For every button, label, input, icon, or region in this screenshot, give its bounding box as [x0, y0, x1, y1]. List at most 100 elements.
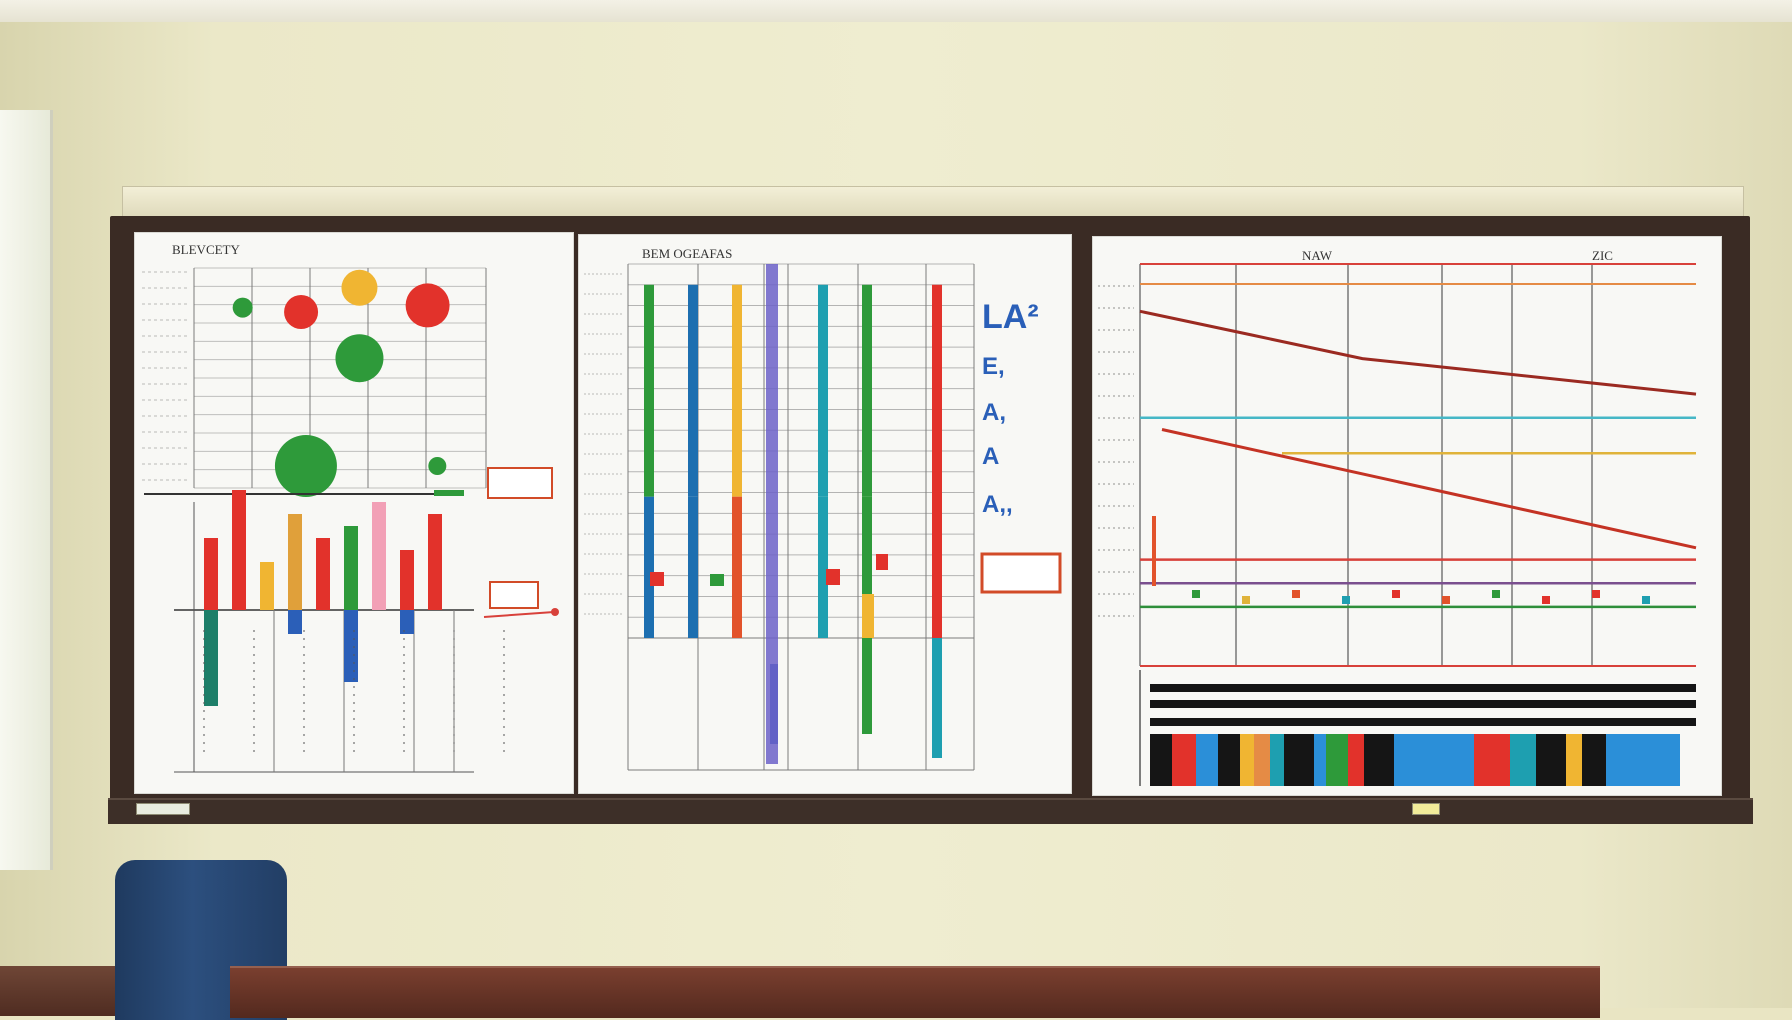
right-color-block-3	[1218, 734, 1240, 786]
left-bar-up-5	[344, 526, 358, 610]
right-chart-panel: NAW ZIC	[1092, 236, 1722, 796]
right-color-block-4	[1240, 734, 1254, 786]
left-bar-up-0	[204, 538, 218, 610]
mid-small-red-2	[826, 569, 840, 585]
right-color-block-9	[1326, 734, 1348, 786]
scatter-point-5	[274, 435, 337, 497]
middle-bars	[644, 284, 942, 758]
right-chart-svg: NAW ZIC	[1098, 248, 1697, 786]
side-desk	[0, 966, 118, 1016]
right-color-block-6	[1270, 734, 1284, 786]
mid-small-green	[710, 574, 724, 586]
right-color-strip	[1150, 734, 1680, 786]
right-marker-square-2	[1292, 590, 1300, 598]
middle-sticky-note	[980, 552, 1062, 594]
left-scatter-points	[232, 269, 450, 497]
scatter-point-0	[232, 297, 253, 318]
mid-bar-cyan-low	[932, 638, 942, 758]
right-marker-square-5	[1442, 596, 1450, 604]
left-sticky-note-2	[489, 581, 539, 609]
mid-bar-5-top	[932, 284, 942, 497]
left-bar-down-7	[400, 610, 414, 634]
right-marker-square-9	[1642, 596, 1650, 604]
left-bar-chart	[144, 490, 559, 773]
left-bar-down-5	[344, 610, 358, 682]
left-sticky-note	[487, 467, 553, 499]
right-color-block-7	[1284, 734, 1314, 786]
scatter-point-2	[341, 269, 378, 306]
left-chart-title: BLEVCETY	[172, 242, 240, 257]
left-bar-down-0	[204, 610, 218, 706]
scatter-point-3	[405, 283, 450, 328]
right-marker-square-3	[1342, 596, 1350, 604]
right-color-block-18	[1606, 734, 1680, 786]
middle-chart-title: BEM OGEAFAS	[642, 246, 732, 261]
right-black-stripe-2	[1150, 718, 1696, 726]
window	[0, 110, 53, 870]
board-bottom-rail	[108, 798, 1753, 824]
left-bar-up-1	[232, 490, 246, 610]
right-color-block-0	[1150, 734, 1172, 786]
right-color-block-15	[1536, 734, 1566, 786]
middle-letter-5: A,,	[982, 491, 1013, 518]
mid-bar-2-top	[732, 284, 742, 497]
mid-bar-0-top	[644, 284, 654, 497]
mid-bar-0-bottom	[644, 496, 654, 638]
right-marker-square-0	[1192, 590, 1200, 598]
mid-bar-4-top	[862, 284, 872, 497]
desk	[230, 966, 1600, 1018]
left-bar-up-6	[372, 502, 386, 610]
mid-bar-1-top	[688, 284, 698, 497]
scatter-point-4	[335, 334, 384, 383]
mid-bar-4-bottom	[862, 496, 872, 638]
right-color-block-14	[1510, 734, 1536, 786]
middle-chart-svg: BEM OGEAFAS LA² E, A, A A,,	[584, 246, 1062, 771]
scatter-point-6	[428, 457, 447, 475]
right-color-block-1	[1172, 734, 1196, 786]
mid-small-red-3	[876, 554, 888, 570]
right-stripes	[1139, 670, 1696, 786]
right-color-block-10	[1348, 734, 1364, 786]
left-chart-panel: BLEVCETY	[134, 232, 574, 794]
middle-letter-4: A	[982, 443, 999, 470]
right-marker-square-1	[1242, 596, 1250, 604]
left-bar-up-4	[316, 538, 330, 610]
mid-bar-3-bottom	[818, 496, 828, 638]
middle-letter-2: E,	[982, 353, 1005, 380]
right-chart-corner-label: ZIC	[1592, 248, 1613, 263]
left-bar-up-2	[260, 562, 274, 610]
right-marker-square-7	[1542, 596, 1550, 604]
right-line-series-0	[1139, 309, 1697, 396]
right-color-block-17	[1582, 734, 1606, 786]
right-color-block-12	[1394, 734, 1474, 786]
rail-sticker-left	[136, 803, 190, 815]
left-pointer-dot	[551, 608, 559, 616]
middle-chart-panel: BEM OGEAFAS LA² E, A, A A,,	[578, 234, 1072, 794]
right-black-stripe-1	[1150, 700, 1696, 708]
right-line-series-1	[1161, 428, 1697, 550]
right-color-block-2	[1196, 734, 1218, 786]
scatter-point-1	[284, 295, 319, 329]
mid-bar-red-tall	[932, 394, 942, 634]
middle-letter-1: LA²	[982, 298, 1039, 336]
mid-bar-1-bottom	[688, 496, 698, 638]
right-color-block-11	[1364, 734, 1394, 786]
ceiling	[0, 0, 1792, 23]
right-color-block-8	[1314, 734, 1326, 786]
left-bar-up-3	[288, 514, 302, 610]
left-chart-svg: BLEVCETY	[142, 242, 559, 773]
middle-grid	[584, 263, 975, 771]
left-pointer-line	[483, 611, 555, 618]
mid-bar-3-top	[818, 284, 828, 497]
right-lines	[1139, 309, 1697, 667]
left-bar-down-3	[288, 610, 302, 634]
right-marker-square-6	[1492, 590, 1500, 598]
right-marker-square-8	[1592, 590, 1600, 598]
right-color-block-16	[1566, 734, 1582, 786]
middle-divider-stripe	[766, 264, 778, 764]
rail-sticker	[1412, 803, 1440, 815]
mid-bar-2-bottom	[732, 496, 742, 638]
right-color-block-5	[1254, 734, 1270, 786]
right-chart-title: NAW	[1302, 248, 1333, 263]
right-color-block-13	[1474, 734, 1510, 786]
